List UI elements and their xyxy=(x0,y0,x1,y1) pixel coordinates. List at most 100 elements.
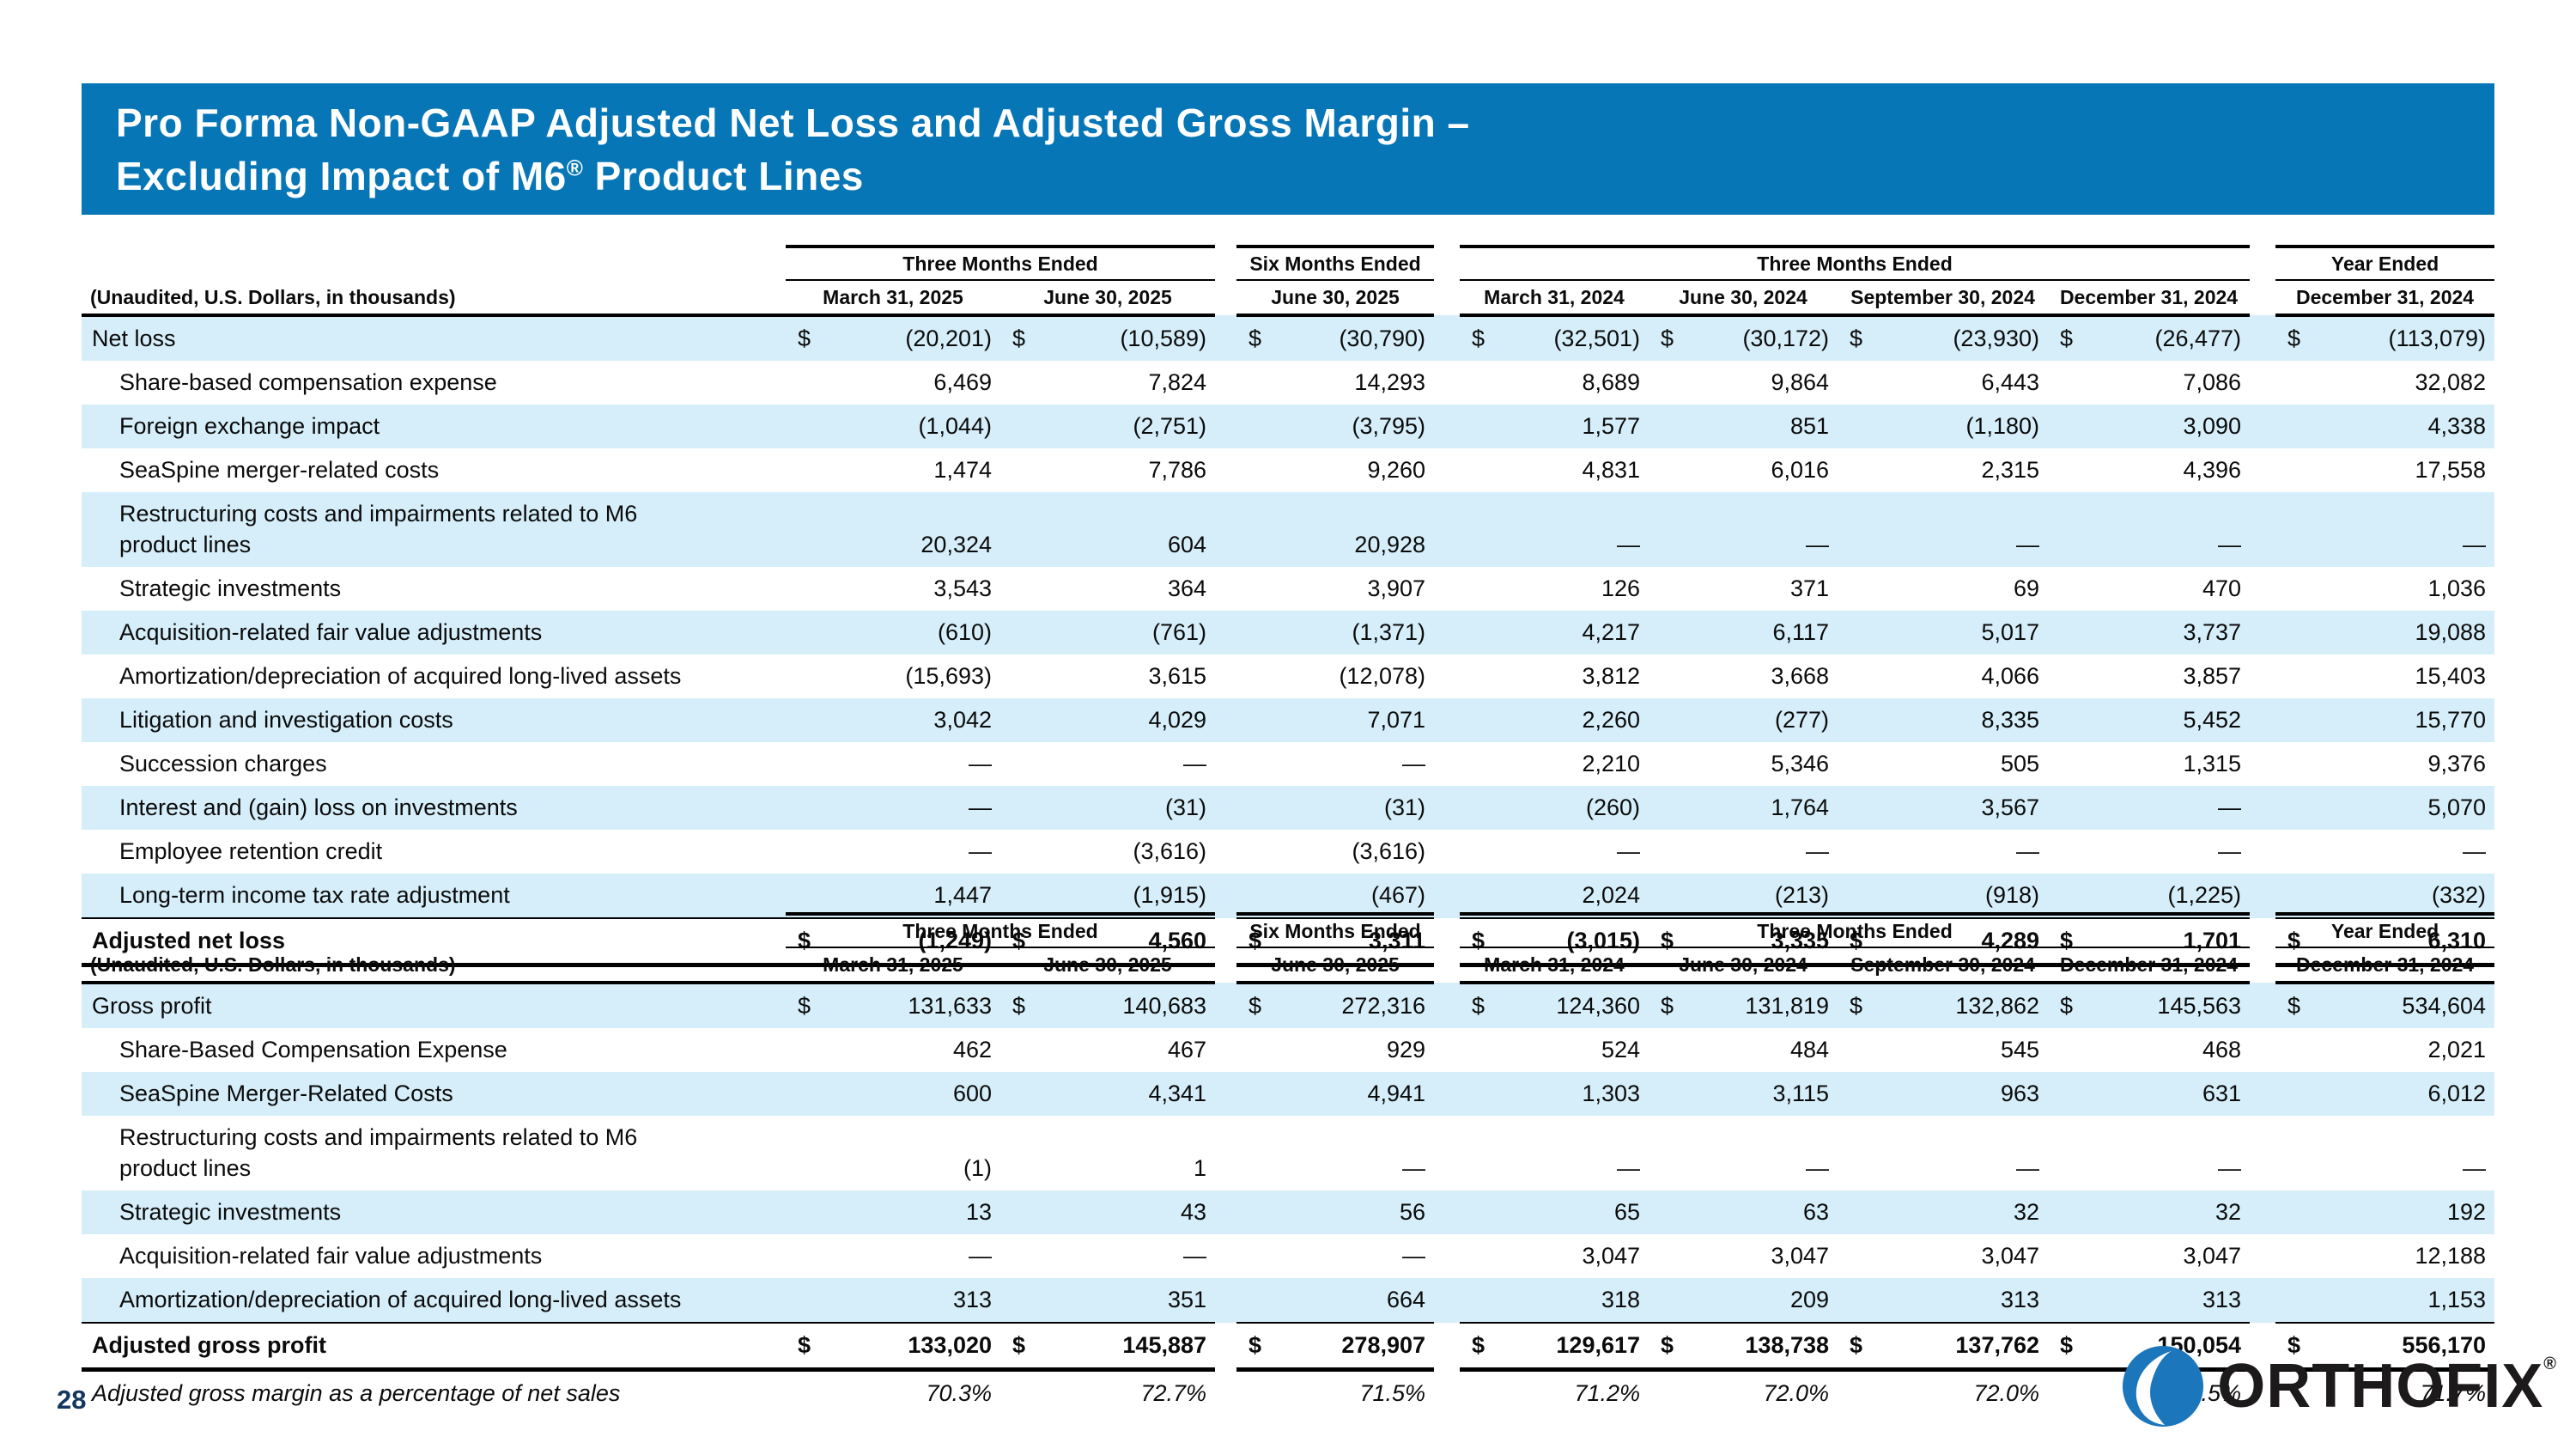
cell-value: 313 xyxy=(2202,1287,2242,1312)
period-group-header: Three Months Ended xyxy=(1460,245,2251,281)
value-cell: 8,689 xyxy=(1460,361,1649,405)
cell-value: 1,447 xyxy=(933,882,992,908)
cell-value: (2,751) xyxy=(1133,413,1207,439)
dollar-sign: $ xyxy=(1850,993,1863,1019)
cell-value: 72.0% xyxy=(1763,1380,1830,1406)
cell-value: 4,338 xyxy=(2427,413,2487,439)
row-label: Litigation and investigation costs xyxy=(82,698,786,742)
value-cell: 468 xyxy=(2048,1028,2250,1072)
value-cell: 6,469 xyxy=(786,361,1000,405)
cell-value: 131,819 xyxy=(1745,993,1830,1019)
cell-value: 65 xyxy=(1613,1199,1641,1225)
cell-value: — xyxy=(1806,838,1830,864)
value-cell: 2,024 xyxy=(1460,874,1649,918)
value-cell: 56 xyxy=(1236,1190,1435,1234)
value-cell: 5,346 xyxy=(1649,742,1838,786)
table-group-header-row: Three Months Ended Six Months Ended Three … xyxy=(82,245,2495,281)
table-row: Adjusted gross profit $133,020 $145,887 $27… xyxy=(82,1322,2495,1372)
cell-value: (467) xyxy=(1370,882,1426,908)
value-cell: — xyxy=(2048,786,2251,830)
cell-value: 6,016 xyxy=(1771,457,1830,483)
value-cell: 4,396 xyxy=(2048,448,2250,492)
date-column-header: December 31, 2024 xyxy=(2048,947,2251,984)
cell-value: 131,633 xyxy=(908,993,992,1019)
value-cell: $ (23,930) xyxy=(1838,315,2049,361)
cell-value: 9,260 xyxy=(1367,457,1426,483)
column-gap xyxy=(1434,361,1460,405)
cell-value: — xyxy=(2463,838,2487,864)
value-cell: — xyxy=(1236,1234,1434,1278)
date-column-header: September 30, 2024 xyxy=(1838,947,2049,984)
logo-registered-mark: ® xyxy=(2543,1355,2557,1373)
column-gap xyxy=(1434,405,1461,448)
value-cell: (761) xyxy=(1000,611,1216,654)
value-cell: 6,117 xyxy=(1649,611,1838,654)
column-gap xyxy=(1434,315,1461,361)
value-cell: 929 xyxy=(1236,1028,1434,1072)
value-cell: 9,260 xyxy=(1236,448,1434,492)
column-gap xyxy=(2250,874,2276,918)
cell-value: 600 xyxy=(952,1081,992,1106)
column-gap xyxy=(2250,611,2276,654)
cell-value: 129,617 xyxy=(1556,1332,1641,1358)
column-gap xyxy=(1434,1028,1460,1072)
table-row: SeaSpine merger-related costs 1,474 7,786 9… xyxy=(82,448,2494,492)
value-cell: 313 xyxy=(786,1278,1000,1323)
cell-value: 278,907 xyxy=(1341,1332,1426,1358)
column-gap xyxy=(1434,492,1461,567)
value-cell: 4,217 xyxy=(1460,611,1649,654)
dollar-sign: $ xyxy=(2287,1332,2301,1358)
value-cell: 631 xyxy=(2048,1072,2251,1116)
value-cell: $129,617 xyxy=(1460,1322,1649,1372)
value-cell: 20,928 xyxy=(1236,492,1435,567)
cell-value: 9,864 xyxy=(1771,369,1830,395)
adjusted-net-loss-table: Three Months Ended Six Months Ended Three … xyxy=(82,245,2495,967)
registered-mark: ® xyxy=(566,155,584,181)
value-cell: 364 xyxy=(1000,567,1215,611)
value-cell: 3,907 xyxy=(1236,567,1434,611)
column-gap xyxy=(2250,698,2276,742)
cell-value: — xyxy=(1617,532,1641,557)
column-gap xyxy=(2250,742,2275,786)
value-cell: 32 xyxy=(2048,1190,2251,1234)
cell-value: (26,477) xyxy=(2154,326,2242,351)
period-group-header: Year Ended xyxy=(2275,912,2495,948)
value-cell: 371 xyxy=(1649,567,1838,611)
dollar-sign: $ xyxy=(2060,993,2074,1019)
cell-value: 272,316 xyxy=(1341,993,1426,1019)
row-label: Acquisition-related fair value adjustmen… xyxy=(119,1243,543,1269)
column-gap xyxy=(2250,830,2275,874)
column-gap xyxy=(2250,1116,2275,1190)
cell-value: 664 xyxy=(1386,1287,1426,1312)
cell-value: 963 xyxy=(2000,1081,2040,1106)
orthofix-logo-text: ORTHOFIX® xyxy=(2217,1352,2557,1421)
cell-value: 2,315 xyxy=(1981,457,2040,483)
value-cell: 7,786 xyxy=(1000,448,1215,492)
cell-value: 631 xyxy=(2202,1081,2242,1106)
table-row: Litigation and investigation costs 3,042 4… xyxy=(82,698,2495,742)
cell-value: 462 xyxy=(952,1037,992,1062)
column-gap xyxy=(1215,315,1237,361)
value-cell: $ (20,201) xyxy=(786,315,1000,361)
cell-value: 3,907 xyxy=(1367,575,1426,601)
value-cell: (277) xyxy=(1649,698,1838,742)
cell-value: 6,012 xyxy=(2427,1081,2487,1106)
value-cell: $140,683 xyxy=(1000,983,1216,1028)
table-row: Acquisition-related fair value adjustmen… xyxy=(82,611,2495,654)
cell-value: 468 xyxy=(2202,1037,2242,1062)
cell-value: (332) xyxy=(2432,882,2487,908)
cell-value: — xyxy=(2218,1155,2242,1181)
cell-value: 145,563 xyxy=(2157,993,2242,1019)
cell-value: — xyxy=(2463,1155,2487,1181)
value-cell: 4,831 xyxy=(1460,448,1649,492)
page-number: 28 xyxy=(57,1385,87,1415)
column-gap xyxy=(1434,830,1460,874)
column-gap xyxy=(1434,874,1461,918)
column-gap xyxy=(1434,1072,1461,1116)
value-cell: 7,071 xyxy=(1236,698,1435,742)
table-row: Long-term income tax rate adjustment 1,44… xyxy=(82,874,2495,918)
cell-value: 4,396 xyxy=(2183,457,2242,483)
cell-value: — xyxy=(969,838,992,864)
value-cell: $138,738 xyxy=(1649,1322,1838,1372)
